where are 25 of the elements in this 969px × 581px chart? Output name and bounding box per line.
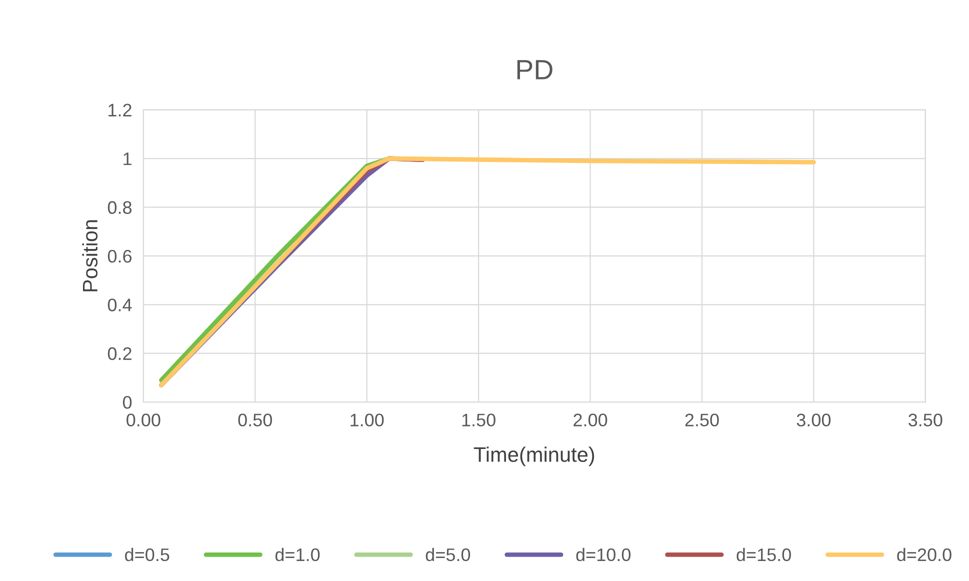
y-tick-label: 0.8 — [108, 201, 132, 214]
x-tick-label: 2.50 — [685, 414, 719, 426]
y-tick-label: 1 — [124, 152, 132, 166]
x-tick-label: 3.50 — [908, 414, 942, 426]
x-tick-label: 3.00 — [796, 414, 831, 426]
legend-label: d=10.0 — [576, 548, 631, 562]
legend-label: d=20.0 — [897, 548, 952, 562]
x-tick-label: 1.50 — [462, 414, 496, 426]
legend-label: d=5.0 — [426, 548, 470, 562]
x-tick-label: 2.00 — [574, 414, 608, 426]
line-series — [159, 156, 816, 388]
y-tick-label: 0.6 — [108, 250, 132, 263]
legend-label: d=1.0 — [275, 548, 320, 562]
x-tick-label: 0.00 — [126, 414, 160, 426]
y-tick-label: 0.2 — [108, 347, 132, 360]
x-tick-label: 1.00 — [350, 414, 384, 426]
legend-label: d=0.5 — [125, 548, 170, 562]
y-tick-label: 1.2 — [108, 104, 132, 116]
y-tick-label: 0.4 — [108, 298, 132, 312]
y-axis-title: Position — [82, 220, 98, 292]
legend-label: d=15.0 — [736, 548, 791, 562]
y-tick-label: 0 — [122, 396, 132, 409]
chart-title: PD — [517, 60, 552, 80]
x-tick-label: 0.50 — [238, 414, 272, 426]
x-axis-title: Time(minute) — [474, 446, 594, 466]
